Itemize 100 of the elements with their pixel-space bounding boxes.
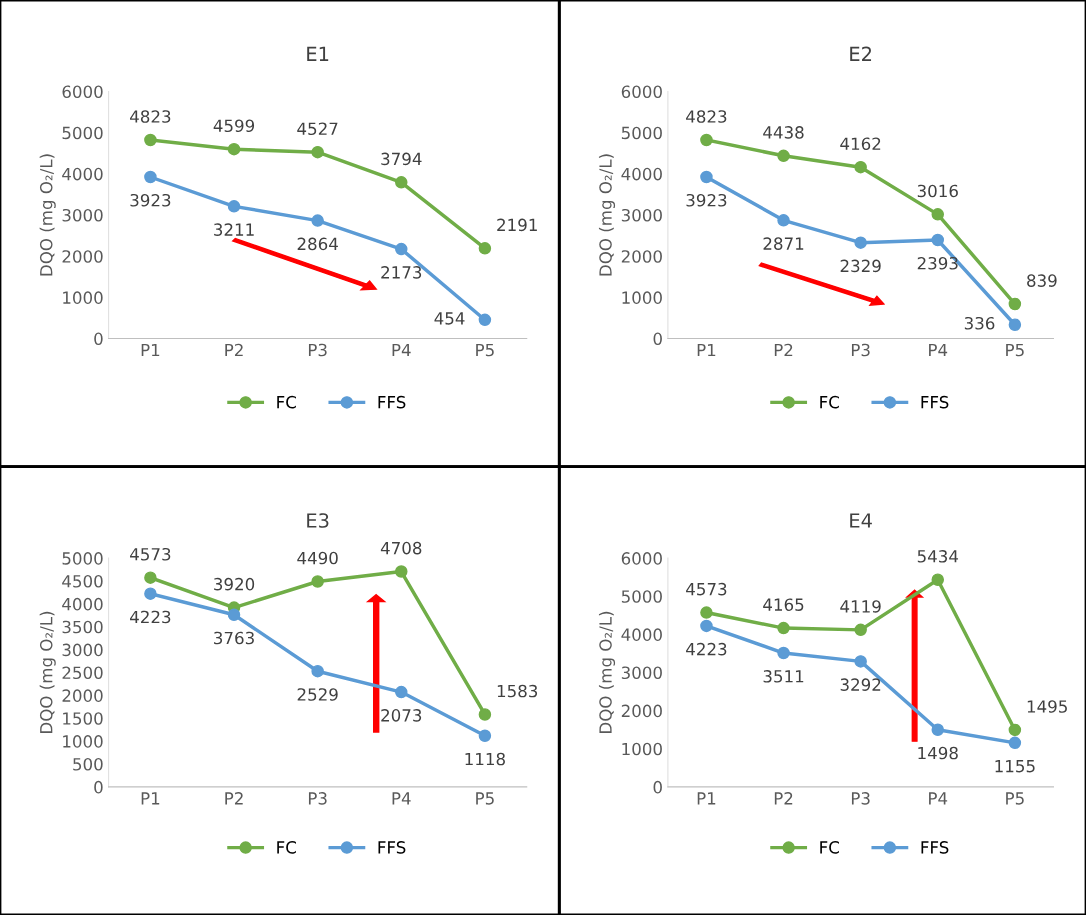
y-tick-label: 2000 bbox=[621, 704, 662, 718]
data-label: 4823 bbox=[130, 110, 171, 123]
data-label: 454 bbox=[434, 312, 465, 325]
y-tick-label: 1000 bbox=[622, 742, 662, 756]
point bbox=[854, 160, 867, 174]
chart-title: E1 bbox=[307, 46, 329, 61]
y-axis-title: DQO (mg O₂/L) bbox=[39, 611, 56, 733]
y-tick-label: 6000 bbox=[621, 85, 662, 99]
data-label: 4708 bbox=[380, 541, 422, 555]
y-tick-label: 5000 bbox=[621, 126, 662, 140]
data-label: 4223 bbox=[686, 642, 727, 656]
legend-label: FC bbox=[820, 841, 839, 854]
point bbox=[144, 571, 157, 584]
point bbox=[777, 621, 790, 635]
data-label: 839 bbox=[1027, 274, 1057, 287]
data-label: 1495 bbox=[1027, 700, 1067, 713]
data-label: 4490 bbox=[297, 551, 338, 565]
point bbox=[854, 655, 867, 668]
y-tick-label: 4000 bbox=[621, 628, 662, 641]
point bbox=[395, 565, 408, 578]
chart-title: E3 bbox=[307, 513, 329, 528]
data-label: 1118 bbox=[465, 752, 505, 766]
y-tick-label: 3000 bbox=[621, 666, 662, 680]
point bbox=[227, 200, 241, 213]
point bbox=[700, 606, 713, 619]
point bbox=[311, 214, 324, 227]
point bbox=[311, 575, 324, 588]
data-label: 3016 bbox=[917, 184, 958, 198]
y-tick-label: 4000 bbox=[621, 167, 662, 181]
data-label: 4165 bbox=[763, 598, 804, 611]
legend-label: FC bbox=[277, 395, 296, 409]
point bbox=[144, 133, 157, 147]
legend-label: FFS bbox=[378, 395, 406, 409]
point bbox=[777, 149, 790, 163]
data-label: 4223 bbox=[130, 610, 171, 624]
x-tick-label: P2 bbox=[225, 343, 243, 357]
y-tick-label: 6000 bbox=[621, 552, 662, 565]
point bbox=[777, 214, 790, 227]
data-label: 2864 bbox=[297, 237, 338, 251]
x-tick-label: P4 bbox=[929, 343, 948, 357]
data-label: 4119 bbox=[840, 600, 881, 613]
x-tick-label: P4 bbox=[392, 343, 411, 357]
y-tick-label: 1000 bbox=[622, 291, 662, 304]
y-tick-label: 3000 bbox=[62, 208, 103, 222]
y-tick-label: 1500 bbox=[63, 712, 103, 725]
data-label: 2173 bbox=[381, 266, 422, 279]
legend-label: FFS bbox=[921, 841, 949, 854]
data-label: 1583 bbox=[497, 684, 538, 698]
x-tick-label: P2 bbox=[774, 792, 793, 805]
x-tick-label: P1 bbox=[141, 792, 160, 805]
y-tick-label: 0 bbox=[653, 332, 662, 346]
point bbox=[931, 233, 945, 247]
y-tick-label: 4000 bbox=[62, 597, 103, 611]
x-tick-label: P5 bbox=[1006, 792, 1024, 805]
legend-label: FFS bbox=[378, 841, 406, 854]
data-label: 4823 bbox=[686, 110, 727, 123]
data-label: 3923 bbox=[130, 193, 171, 207]
y-tick-label: 3000 bbox=[621, 208, 662, 222]
x-tick-label: P3 bbox=[851, 792, 870, 805]
data-label: 3292 bbox=[840, 678, 881, 691]
point bbox=[700, 619, 713, 633]
point bbox=[227, 142, 241, 156]
data-label: 4527 bbox=[297, 122, 338, 136]
y-tick-label: 3500 bbox=[62, 620, 103, 634]
data-label: 3211 bbox=[214, 223, 254, 236]
point bbox=[144, 587, 157, 600]
point bbox=[854, 623, 867, 637]
point bbox=[854, 236, 867, 249]
x-tick-label: P2 bbox=[774, 343, 793, 357]
data-label: 4438 bbox=[763, 126, 804, 139]
x-tick-label: P5 bbox=[476, 792, 494, 805]
y-tick-label: 2000 bbox=[62, 250, 103, 263]
point bbox=[931, 573, 945, 586]
point bbox=[395, 176, 408, 189]
data-label: 4599 bbox=[213, 119, 255, 133]
data-label: 2529 bbox=[297, 688, 338, 701]
y-tick-label: 500 bbox=[73, 757, 103, 771]
y-tick-label: 2500 bbox=[62, 666, 103, 680]
y-tick-label: 1000 bbox=[63, 291, 103, 304]
point bbox=[311, 145, 324, 159]
x-tick-label: P1 bbox=[697, 343, 716, 357]
y-tick-label: 2000 bbox=[62, 689, 103, 702]
x-tick-label: P1 bbox=[697, 792, 716, 805]
point bbox=[478, 242, 492, 255]
data-label: 2073 bbox=[381, 709, 422, 722]
y-tick-label: 0 bbox=[653, 780, 662, 794]
legend-label: FFS bbox=[921, 395, 949, 409]
point bbox=[700, 133, 713, 147]
point bbox=[144, 170, 157, 184]
x-tick-label: P3 bbox=[308, 343, 327, 357]
data-label: 3923 bbox=[686, 193, 727, 207]
data-label: 336 bbox=[964, 316, 995, 330]
data-label: 5434 bbox=[917, 550, 959, 563]
data-label: 1498 bbox=[918, 746, 958, 760]
data-label: 3794 bbox=[381, 152, 422, 166]
point bbox=[227, 608, 241, 621]
point bbox=[1008, 318, 1022, 331]
data-label: 2191 bbox=[497, 218, 537, 232]
legend-label: FC bbox=[277, 841, 296, 854]
point bbox=[478, 708, 492, 721]
